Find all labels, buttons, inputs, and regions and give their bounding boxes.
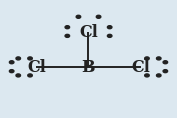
Circle shape: [65, 26, 70, 29]
Circle shape: [28, 74, 32, 77]
Circle shape: [65, 34, 70, 37]
Circle shape: [76, 15, 81, 18]
Circle shape: [9, 70, 14, 73]
Circle shape: [163, 70, 168, 73]
Circle shape: [156, 57, 161, 60]
Text: Cl: Cl: [79, 24, 98, 41]
Circle shape: [28, 57, 32, 60]
Circle shape: [145, 74, 149, 77]
Circle shape: [145, 57, 149, 60]
Circle shape: [107, 34, 112, 37]
Circle shape: [9, 61, 14, 64]
Circle shape: [156, 74, 161, 77]
Text: Cl: Cl: [131, 59, 150, 76]
Circle shape: [163, 61, 168, 64]
Circle shape: [16, 74, 21, 77]
Text: Cl: Cl: [27, 59, 46, 76]
Text: B: B: [82, 59, 95, 76]
Circle shape: [16, 57, 21, 60]
Circle shape: [96, 15, 101, 18]
Circle shape: [107, 26, 112, 29]
